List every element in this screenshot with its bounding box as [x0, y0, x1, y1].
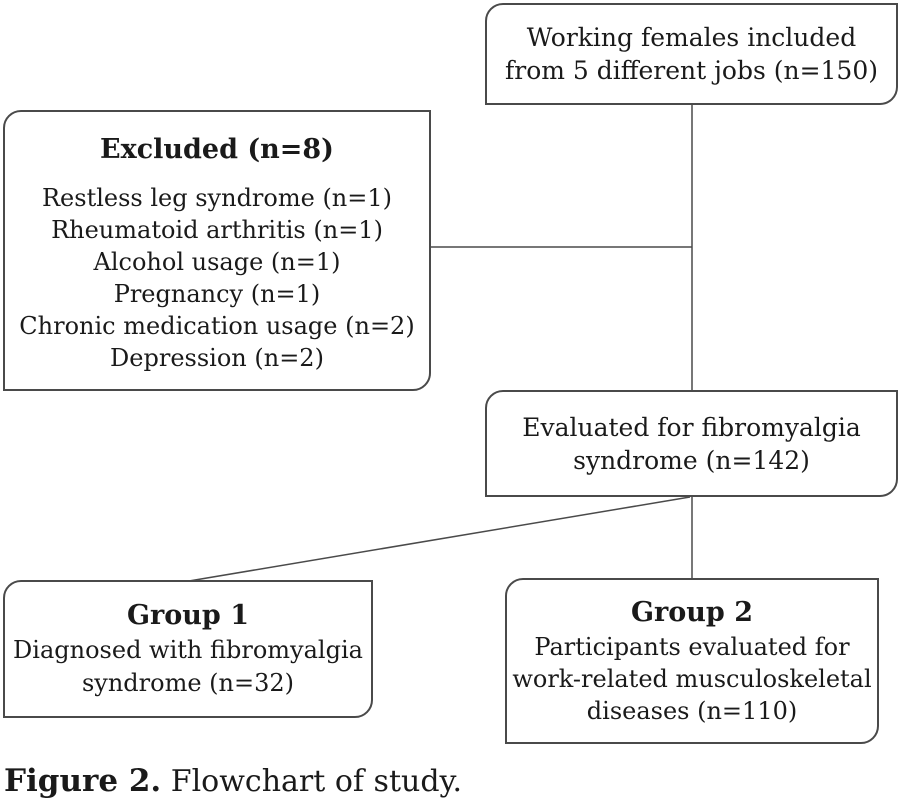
node-text-line: syndrome (n=32) [81, 669, 295, 697]
figure-caption-text: Flowchart of study. [161, 764, 463, 799]
figure-caption: Figure 2. Flowchart of study. [4, 762, 462, 801]
excluded-item: Depression (n=2) [110, 344, 324, 372]
node-title: Group 1 [127, 600, 249, 631]
node-group2: Group 2 Participants evaluated for work-… [505, 578, 879, 744]
excluded-item: Restless leg syndrome (n=1) [41, 184, 392, 212]
node-text-line: Evaluated for fibromyalgia [522, 412, 861, 442]
figure-caption-label: Figure 2. [4, 763, 162, 799]
node-text-line: work-related musculoskeletal [512, 665, 872, 693]
node-text-line: Working females included [526, 23, 857, 52]
node-group1: Group 1 Diagnosed with fibromyalgia synd… [3, 580, 373, 718]
node-text-line: diseases (n=110) [586, 697, 798, 725]
excluded-item: Chronic medication usage (n=2) [19, 312, 415, 340]
node-title: Excluded (n=8) [100, 134, 334, 165]
excluded-item: Pregnancy (n=1) [113, 280, 321, 308]
node-text-line: from 5 different jobs (n=150) [504, 56, 878, 85]
node-text-line: Diagnosed with fibromyalgia [13, 636, 363, 664]
excluded-item: Alcohol usage (n=1) [93, 248, 341, 276]
excluded-item: Rheumatoid arthritis (n=1) [51, 216, 383, 244]
node-excluded: Excluded (n=8) Restless leg syndrome (n=… [3, 110, 431, 391]
node-text-line: syndrome (n=142) [573, 445, 810, 475]
node-working-females: Working females included from 5 differen… [485, 3, 898, 105]
node-title: Group 2 [631, 597, 753, 628]
node-evaluated: Evaluated for fibromyalgia syndrome (n=1… [485, 390, 898, 497]
node-text-line: Participants evaluated for [534, 633, 850, 661]
connector-evaluated-to-group1 [188, 496, 691, 582]
